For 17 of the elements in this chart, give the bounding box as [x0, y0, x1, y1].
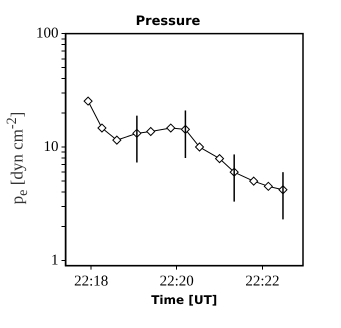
- point: [215, 154, 224, 164]
- x-tick-label: 22:22: [245, 274, 280, 290]
- point: [97, 124, 106, 133]
- point: [166, 124, 176, 133]
- point: [84, 96, 93, 106]
- chart-title: Pressure: [136, 14, 201, 30]
- point: [112, 136, 122, 145]
- x-tick-label: 22:18: [74, 274, 108, 290]
- y-tick-label: 10: [44, 138, 58, 155]
- y-tick-label: 100: [36, 26, 58, 42]
- point: [264, 182, 273, 191]
- point: [195, 142, 204, 152]
- point: [249, 176, 258, 186]
- point: [146, 127, 156, 136]
- x-tick-label: 22:20: [160, 274, 194, 290]
- y-tick-label: 1: [51, 252, 58, 268]
- x-axis-title: Time [UT]: [151, 292, 218, 307]
